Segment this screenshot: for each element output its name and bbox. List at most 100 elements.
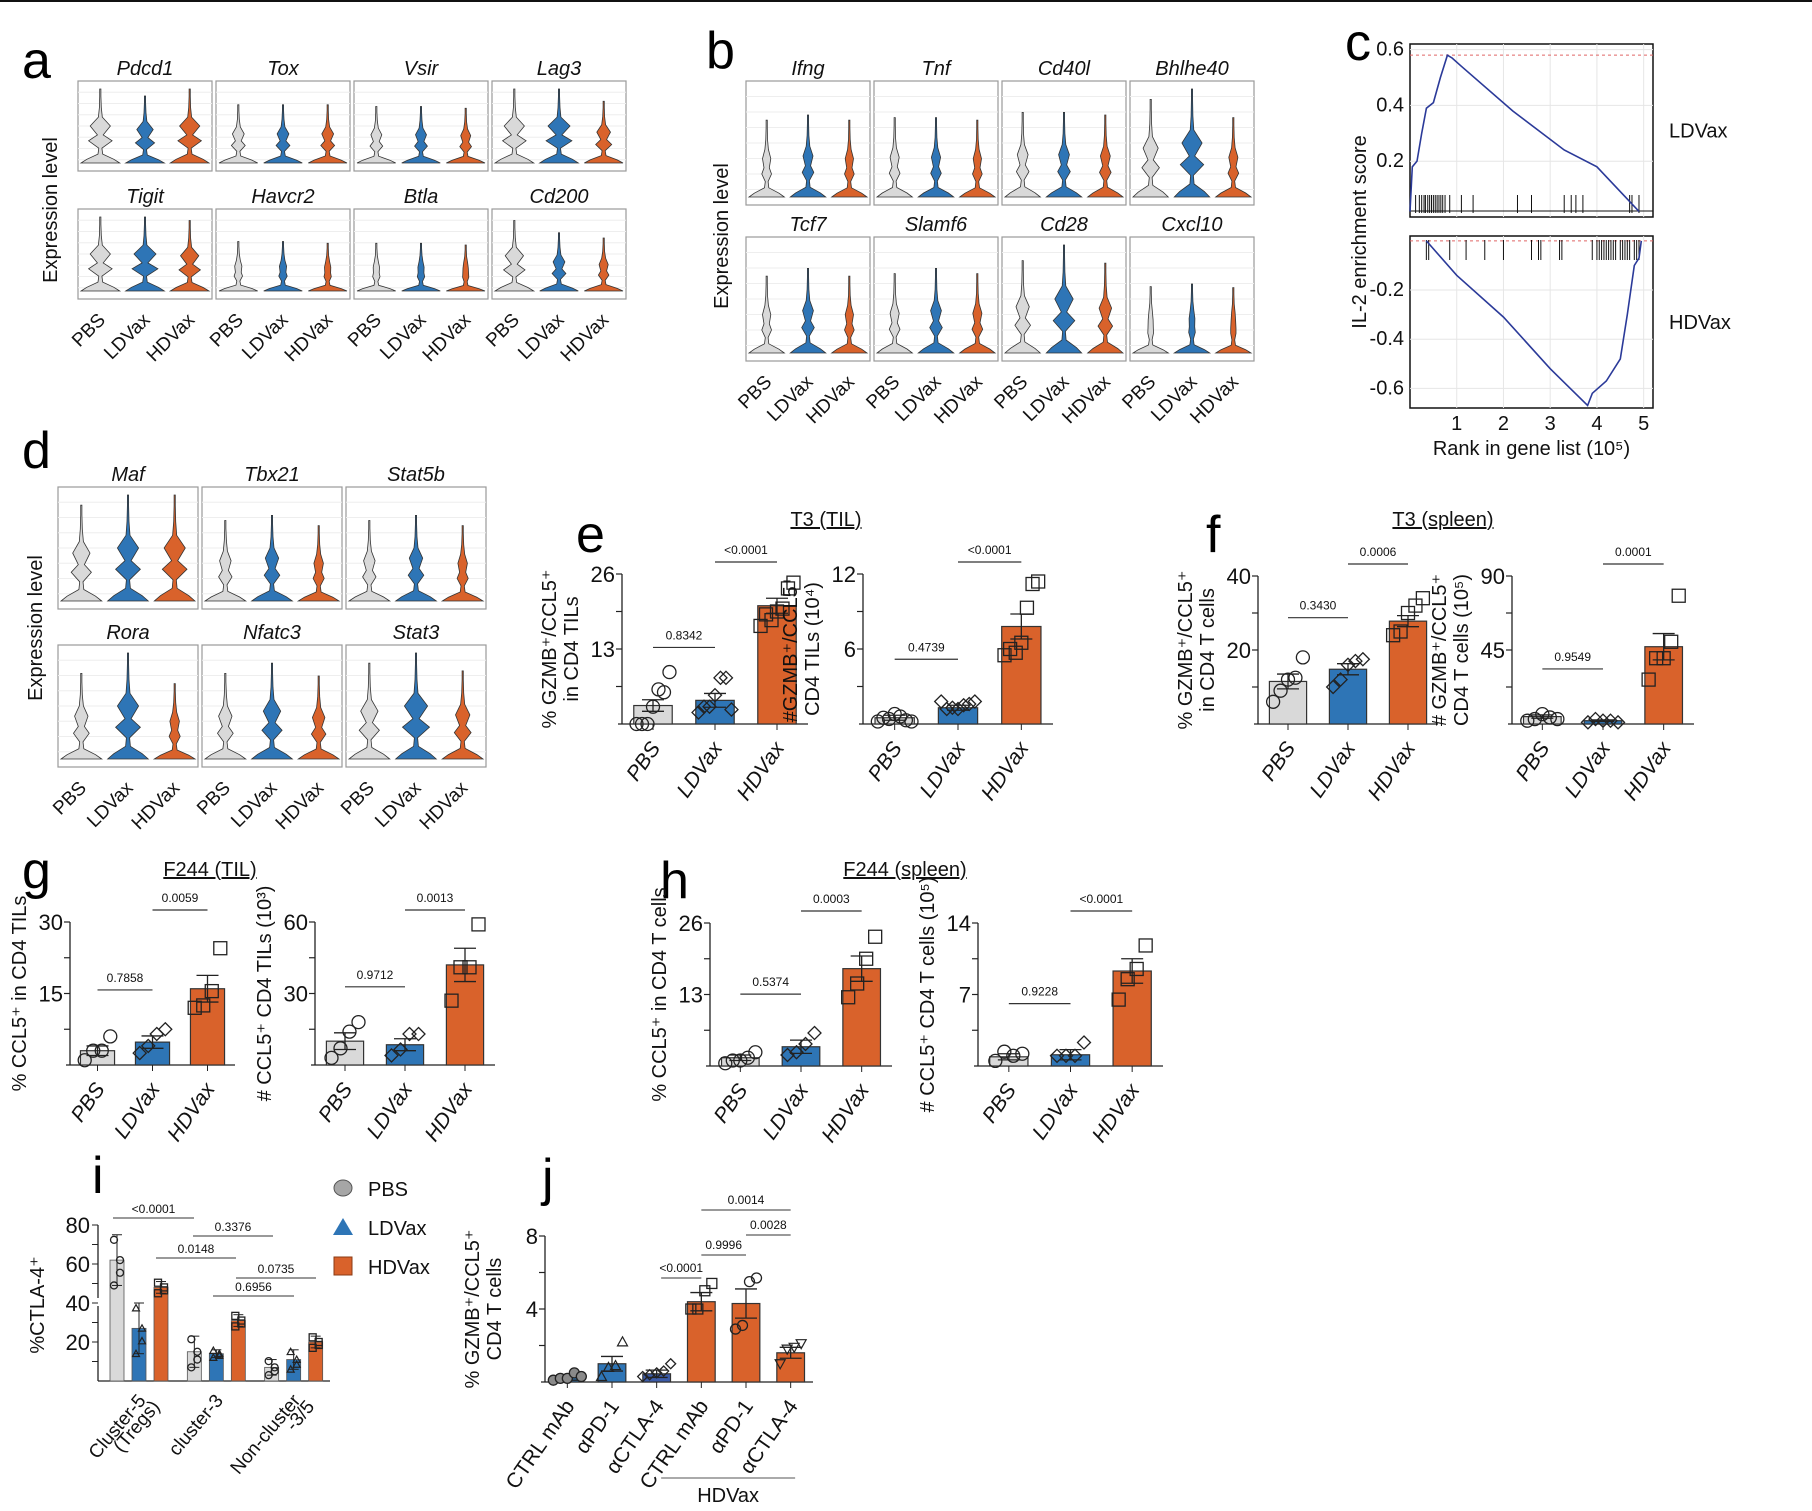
data-point-square xyxy=(1408,598,1423,613)
gene-title: Rora xyxy=(106,622,149,644)
p-value-label: 0.4739 xyxy=(908,640,945,654)
data-point-circle xyxy=(725,1053,740,1068)
y-axis-label: % GZMB⁺/CCL5⁺ xyxy=(1175,571,1197,730)
bar-chart-f-percent: 20 40 PBS LDVax HDVax 0.3430 0.0006 % GZMB⁺/CCL… xyxy=(1175,545,1438,805)
x-tick-label: LDVax xyxy=(759,1078,814,1143)
bar-chart-h-count: 7 14 PBS LDVax HDVax 0.9228 <0.0001 # CCL5⁺ CD4… xyxy=(917,877,1163,1147)
p-value-label: <0.0001 xyxy=(968,543,1012,557)
y-tick-label: 26 xyxy=(591,562,615,587)
panel-title-g: F244 (TIL) xyxy=(163,859,256,881)
y-tick-label: 7 xyxy=(959,983,971,1008)
violin-hdvax xyxy=(296,525,341,602)
data-point-circle xyxy=(270,1367,279,1376)
gsea-plot-hdvax: -0.2 -0.4 -0.6 HDVax xyxy=(1370,235,1731,409)
y-axis-label: # CCL5⁺ CD4 TILs (10³) xyxy=(254,886,276,1102)
violin-pbs xyxy=(875,117,914,198)
x-tick-label: LDVax xyxy=(1028,1078,1083,1143)
bar-chart-e-count: 6 12 PBS LDVax HDVax 0.4739 <0.0001 #GZMB⁺/CCL5… xyxy=(780,543,1053,805)
violin-ldvax xyxy=(1172,283,1212,354)
gene-title: Nfatc3 xyxy=(243,622,301,644)
bar-2 xyxy=(1388,620,1428,725)
y-tick-label: 8 xyxy=(526,1224,538,1249)
x-tick-label: 3 xyxy=(1545,413,1556,435)
legend-marker-circle xyxy=(333,1179,353,1197)
data-point-diamond xyxy=(1580,714,1596,730)
p-value-label: 0.0059 xyxy=(162,891,199,905)
data-point-diamond xyxy=(1340,657,1356,673)
violin-subplot-vsir: Vsir xyxy=(353,58,489,172)
data-point-circle xyxy=(324,1050,339,1065)
data-point-circle xyxy=(77,1053,92,1068)
x-tick-label: PBS xyxy=(1511,738,1554,786)
x-tick-label: PBS xyxy=(864,738,907,786)
data-point-square xyxy=(462,960,477,975)
x-tick-label: PBS xyxy=(193,778,235,820)
violin-subplot-maf: Maf xyxy=(57,464,199,610)
data-point-diamond xyxy=(724,702,739,717)
bar-2 xyxy=(842,968,882,1067)
data-point-square xyxy=(1400,605,1416,621)
panel-title-h: F244 (spleen) xyxy=(843,859,966,881)
data-point-circle xyxy=(1527,711,1542,727)
p-value-label: 0.0735 xyxy=(258,1262,295,1276)
violin-subplot-bhlhe40: Bhlhe40 xyxy=(1129,58,1255,206)
violin-pbs xyxy=(59,504,103,602)
data-point-circle xyxy=(748,1045,763,1060)
data-point-circle xyxy=(1295,650,1311,665)
y-tick-label: 20 xyxy=(1227,638,1251,663)
data-point-square xyxy=(859,951,874,966)
x-tick-label: LDVax xyxy=(363,1077,418,1142)
violin-ldvax xyxy=(401,242,441,292)
data-point-diamond xyxy=(1333,672,1348,688)
x-tick-label: HDVax xyxy=(930,371,987,428)
x-tick-label: HDVax xyxy=(1619,736,1676,804)
p-value-label: 0.0003 xyxy=(813,892,850,906)
data-point-triangle xyxy=(602,1361,615,1372)
data-point-circle xyxy=(904,714,919,729)
data-point-square xyxy=(237,1319,246,1328)
y-tick-label: 0.4 xyxy=(1376,94,1404,116)
data-point-triangle xyxy=(214,1348,224,1358)
data-point-square xyxy=(1111,992,1126,1007)
panel-label-i: i xyxy=(92,1147,104,1205)
data-point-triangle-down xyxy=(795,1339,808,1350)
data-point-diamond xyxy=(780,1047,795,1063)
x-tick-label: HDVax xyxy=(143,309,200,366)
panel-label-b: b xyxy=(706,22,735,80)
enrichment-line xyxy=(1425,240,1643,407)
data-point-circle xyxy=(103,1029,118,1044)
violin-pbs xyxy=(493,88,536,164)
axis-break xyxy=(90,1298,330,1306)
data-point-diamond xyxy=(157,1021,173,1037)
data-point-square xyxy=(187,1000,202,1015)
data-point-diamond xyxy=(1348,653,1363,669)
x-tick-label: HDVax xyxy=(977,736,1034,804)
violin-pbs xyxy=(59,673,103,760)
violin-hdvax xyxy=(168,88,211,164)
y-tick-label: 12 xyxy=(832,562,856,587)
data-point-square xyxy=(444,993,459,1008)
x-tick-label: PBS xyxy=(67,1079,110,1127)
data-point-triangle xyxy=(137,1336,147,1345)
data-point-diamond xyxy=(718,670,734,686)
x-tick-label: 2 xyxy=(1498,413,1509,435)
y-axis-label: Expression level xyxy=(711,163,733,309)
data-point-triangle xyxy=(208,1352,218,1361)
panel-label-f: f xyxy=(1206,506,1221,564)
panel-label-h: h xyxy=(660,852,689,910)
x-tick-label: LDVax xyxy=(916,736,971,801)
violin-pbs xyxy=(493,220,536,292)
y-tick-label: 13 xyxy=(591,637,615,662)
gene-title: Pdcd1 xyxy=(117,58,174,80)
data-point-circle xyxy=(270,1363,279,1372)
panel-label-j: j xyxy=(540,1149,554,1207)
gene-title: Cd200 xyxy=(530,186,589,208)
data-point-diamond xyxy=(967,694,983,709)
data-point-circle xyxy=(634,716,650,732)
violin-hdvax xyxy=(441,670,485,760)
data-point-circle xyxy=(187,1335,196,1344)
y-tick-label: 60 xyxy=(66,1252,90,1277)
